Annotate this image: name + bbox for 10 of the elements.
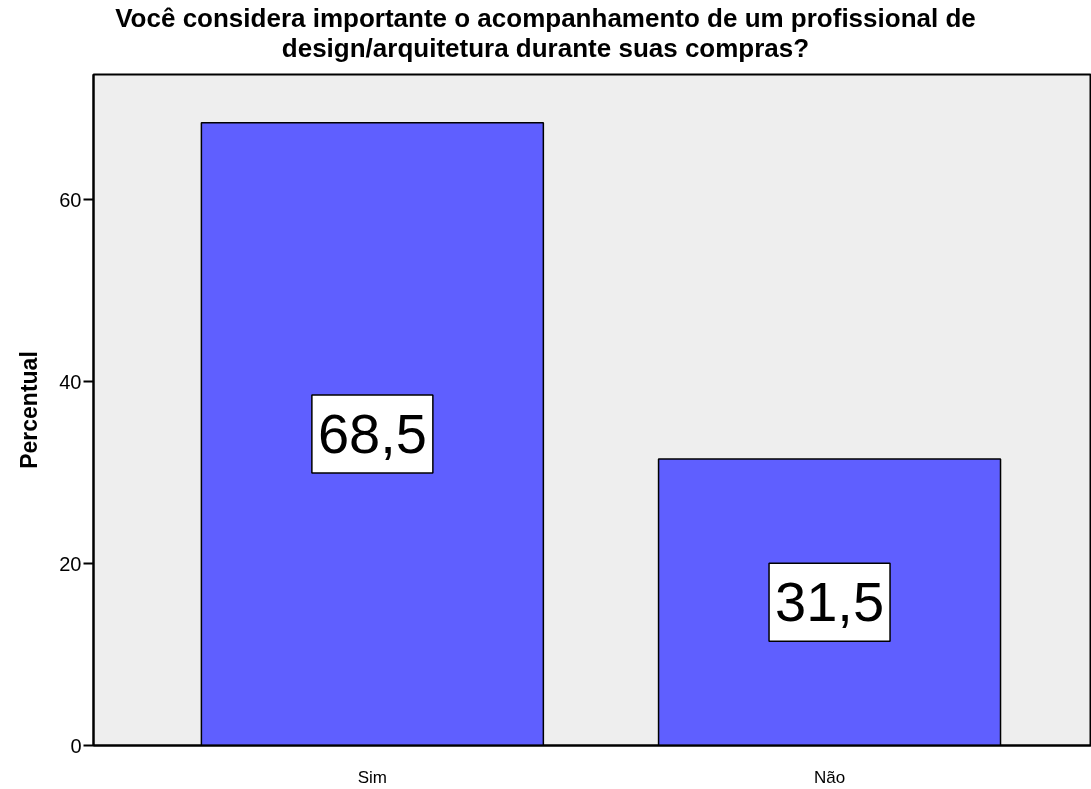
y-tick-label: 0 [70,734,82,757]
x-tick-label: Sim [357,767,388,787]
data-label: 68,5 [317,402,427,466]
y-axis-title: Percentual [16,351,43,469]
y-tick-label: 40 [59,370,82,393]
y-tick-label: 60 [59,188,82,211]
y-tick-label: 20 [59,552,82,575]
data-label: 31,5 [775,570,885,634]
chart-title: Você considera importante o acompanhamento de um profissional de design/arquitetura durante suas compras? [115,3,976,63]
x-tick-label: Não [813,767,846,787]
